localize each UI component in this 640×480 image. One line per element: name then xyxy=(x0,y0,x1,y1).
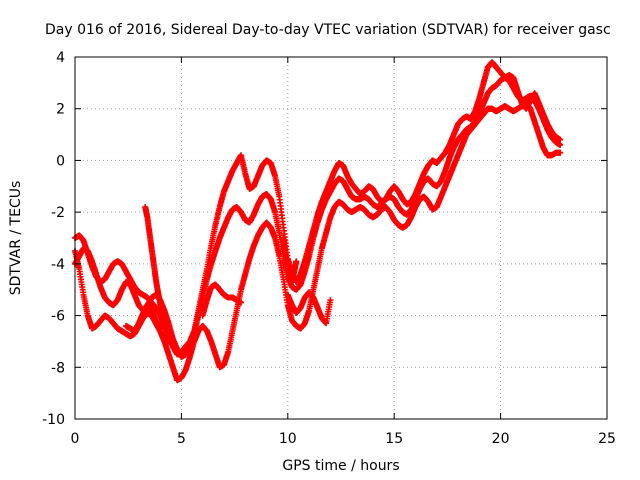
y-tick-label: 2 xyxy=(56,102,65,118)
plot-frame xyxy=(74,56,608,420)
y-tick-label: -4 xyxy=(51,257,65,273)
y-axis-label: SDTVAR / TECUs xyxy=(8,181,24,296)
y-tick-label: -8 xyxy=(51,360,65,376)
y-tick-label: 4 xyxy=(56,50,65,66)
x-tick-label: 10 xyxy=(279,431,297,447)
y-tick-label: -6 xyxy=(51,309,65,325)
y-tick-label: -10 xyxy=(42,412,65,428)
x-axis-label: GPS time / hours xyxy=(282,458,399,474)
x-tick-label: 25 xyxy=(598,431,616,447)
axis-ticks xyxy=(74,56,608,420)
data-marks xyxy=(72,59,564,384)
chart-title: Day 016 of 2016, Sidereal Day-to-day VTE… xyxy=(45,22,611,38)
y-tick-label: -2 xyxy=(51,205,65,221)
x-tick-label: 5 xyxy=(177,431,186,447)
x-tick-label: 20 xyxy=(492,431,510,447)
grid-lines xyxy=(75,57,607,419)
y-tick-label: 0 xyxy=(56,153,65,169)
x-tick-label: 15 xyxy=(385,431,403,447)
x-tick-label: 0 xyxy=(71,431,80,447)
